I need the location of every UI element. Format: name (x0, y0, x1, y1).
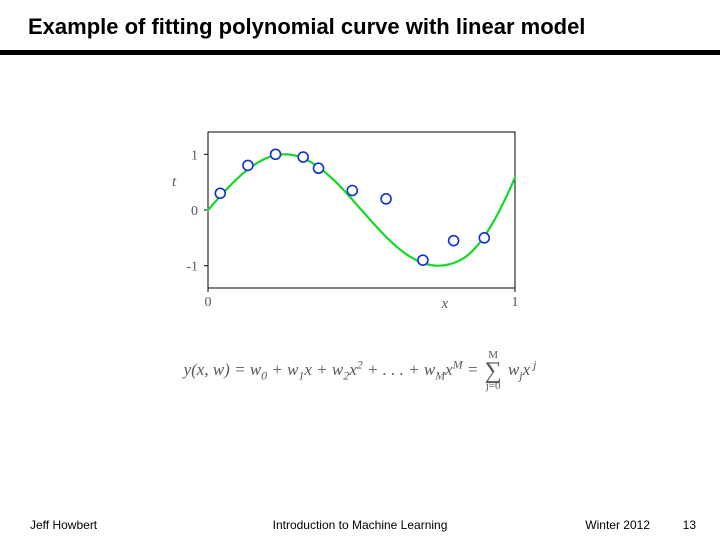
svg-text:t: t (172, 174, 177, 190)
slide-footer: Jeff Howbert Introduction to Machine Lea… (0, 510, 720, 540)
footer-term: Winter 2012 (585, 518, 650, 532)
eq-lhs: y(x, w) = (184, 360, 250, 379)
svg-text:1: 1 (512, 295, 519, 310)
polynomial-equation: y(x, w) = w0 + w1x + w2x2 + . . . + wMxM… (0, 350, 720, 392)
svg-text:1: 1 (191, 148, 198, 163)
slide-title: Example of fitting polynomial curve with… (0, 0, 720, 50)
svg-text:0: 0 (191, 204, 198, 219)
footer-page-number: 13 (683, 518, 696, 532)
eq-summation: M ∑ j=0 (485, 350, 502, 392)
title-rule (0, 50, 720, 55)
svg-text:-1: -1 (186, 260, 198, 275)
svg-text:0: 0 (205, 295, 212, 310)
eq-expansion: w0 + w1x + w2x2 + . . . + wMxM = (250, 360, 483, 379)
footer-author: Jeff Howbert (30, 518, 97, 532)
eq-summand: wjx j (508, 360, 536, 379)
svg-text:x: x (441, 296, 449, 312)
polynomial-fit-chart: -10101tx (160, 120, 540, 320)
